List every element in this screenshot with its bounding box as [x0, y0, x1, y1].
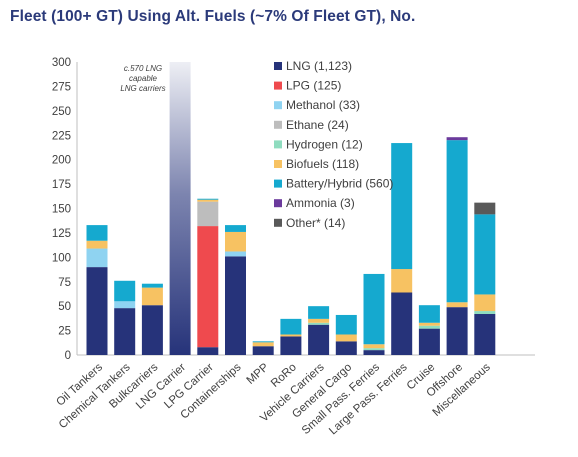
legend-swatch — [274, 199, 282, 208]
bar-segment — [474, 294, 496, 312]
legend-swatch — [274, 179, 282, 188]
bar-segment — [280, 334, 302, 337]
bar-segment — [418, 322, 440, 326]
bar-segment — [363, 344, 385, 349]
bar-segment — [114, 301, 136, 309]
bar-segment — [86, 225, 108, 241]
bar-segment — [114, 280, 136, 302]
legend-label: Other* (14) — [286, 216, 345, 230]
bar-segment — [446, 140, 468, 303]
bar-segment — [252, 342, 274, 347]
bar-segment — [197, 199, 219, 202]
bar-segment — [86, 267, 108, 355]
bar-segment — [363, 348, 385, 351]
legend-swatch — [274, 81, 282, 90]
y-tick-label: 300 — [52, 57, 71, 69]
y-tick-label: 175 — [52, 179, 71, 191]
bar-segment — [197, 201, 219, 227]
bar-segment — [225, 231, 246, 252]
legend-swatch — [274, 160, 282, 168]
legend-label: Methanol (33) — [286, 98, 360, 112]
bar-segment — [474, 214, 496, 295]
bar-segment — [335, 341, 357, 355]
bar-segment — [474, 313, 496, 355]
y-tick-label: 50 — [58, 301, 71, 313]
bar-segment — [86, 248, 108, 268]
y-tick-label: 150 — [52, 204, 71, 216]
bar-segment — [308, 318, 330, 323]
annotation-line-2: capable — [129, 74, 158, 83]
axes: 0 25 50 75 100 125 150 175 200 225 250 275 300 — [52, 57, 535, 362]
bar-segment — [225, 256, 246, 355]
bar-segment — [335, 334, 357, 342]
bar-segment — [141, 283, 163, 288]
category-label: MPP — [245, 361, 272, 387]
bar-segment — [363, 273, 385, 345]
bar-segment — [197, 347, 219, 355]
annotation-line-1: c.570 LNG — [124, 64, 162, 73]
legend-label: Biofuels (118) — [286, 157, 359, 171]
bar-segment — [141, 305, 163, 355]
bar-segment — [474, 202, 496, 215]
chart-title: Fleet (100+ GT) Using Alt. Fuels (~7% Of… — [10, 8, 416, 25]
legend-label: Hydrogen (12) — [286, 137, 363, 151]
y-tick-label: 25 — [58, 326, 71, 338]
legend-swatch — [274, 140, 282, 149]
legend-swatch — [274, 120, 282, 129]
legend-swatch — [274, 218, 282, 227]
legend-label: LNG (1,123) — [286, 59, 352, 73]
legend-label: Ammonia (3) — [286, 196, 355, 210]
legend-swatch — [274, 101, 282, 110]
bar-segment — [418, 325, 440, 329]
bars — [86, 62, 496, 355]
y-tick-label: 200 — [52, 155, 71, 167]
y-tick-label: 250 — [52, 106, 71, 118]
bar-segment — [474, 311, 496, 314]
legend-label: LPG (125) — [286, 79, 341, 93]
bar-segment — [391, 143, 413, 270]
bar-segment — [225, 251, 246, 257]
bar-segment — [308, 306, 330, 319]
legend-swatch — [274, 62, 282, 70]
bar-segment — [86, 240, 108, 249]
bar-segment — [197, 226, 219, 348]
y-tick-label: 100 — [52, 252, 71, 264]
legend-label: Ethane (24) — [286, 118, 349, 132]
bar-segment — [308, 322, 330, 325]
y-tick-label: 75 — [58, 277, 71, 289]
bar-segment — [391, 269, 413, 293]
annotation-line-3: LNG carriers — [120, 84, 165, 93]
bar-segment — [391, 292, 413, 355]
bar-segment — [225, 225, 246, 232]
bar-segment — [446, 302, 468, 308]
bar-segment — [197, 198, 219, 200]
bar-segment — [335, 314, 357, 335]
bar-segment — [114, 308, 136, 355]
y-tick-label: 0 — [65, 350, 71, 362]
legend-label: Battery/Hybrid (560) — [286, 177, 393, 191]
bar-segment — [252, 346, 274, 355]
y-tick-label: 125 — [52, 228, 71, 240]
bar-segment — [169, 62, 191, 355]
bar-segment — [308, 324, 330, 355]
bar-segment — [252, 341, 274, 343]
bar-segment — [280, 318, 302, 335]
annotation: c.570 LNG capable LNG carriers — [120, 64, 165, 93]
bar-segment — [363, 350, 385, 355]
bar-segment — [446, 137, 468, 141]
bar-segment — [141, 287, 163, 306]
y-tick-label: 275 — [52, 81, 71, 93]
bar-segment — [280, 336, 302, 355]
bar-segment — [446, 307, 468, 355]
bar-segment — [418, 328, 440, 355]
bar-segment — [418, 305, 440, 323]
y-tick-label: 225 — [52, 130, 71, 142]
legend: LNG (1,123) LPG (125) Methanol (33) Ethane … — [274, 59, 393, 230]
